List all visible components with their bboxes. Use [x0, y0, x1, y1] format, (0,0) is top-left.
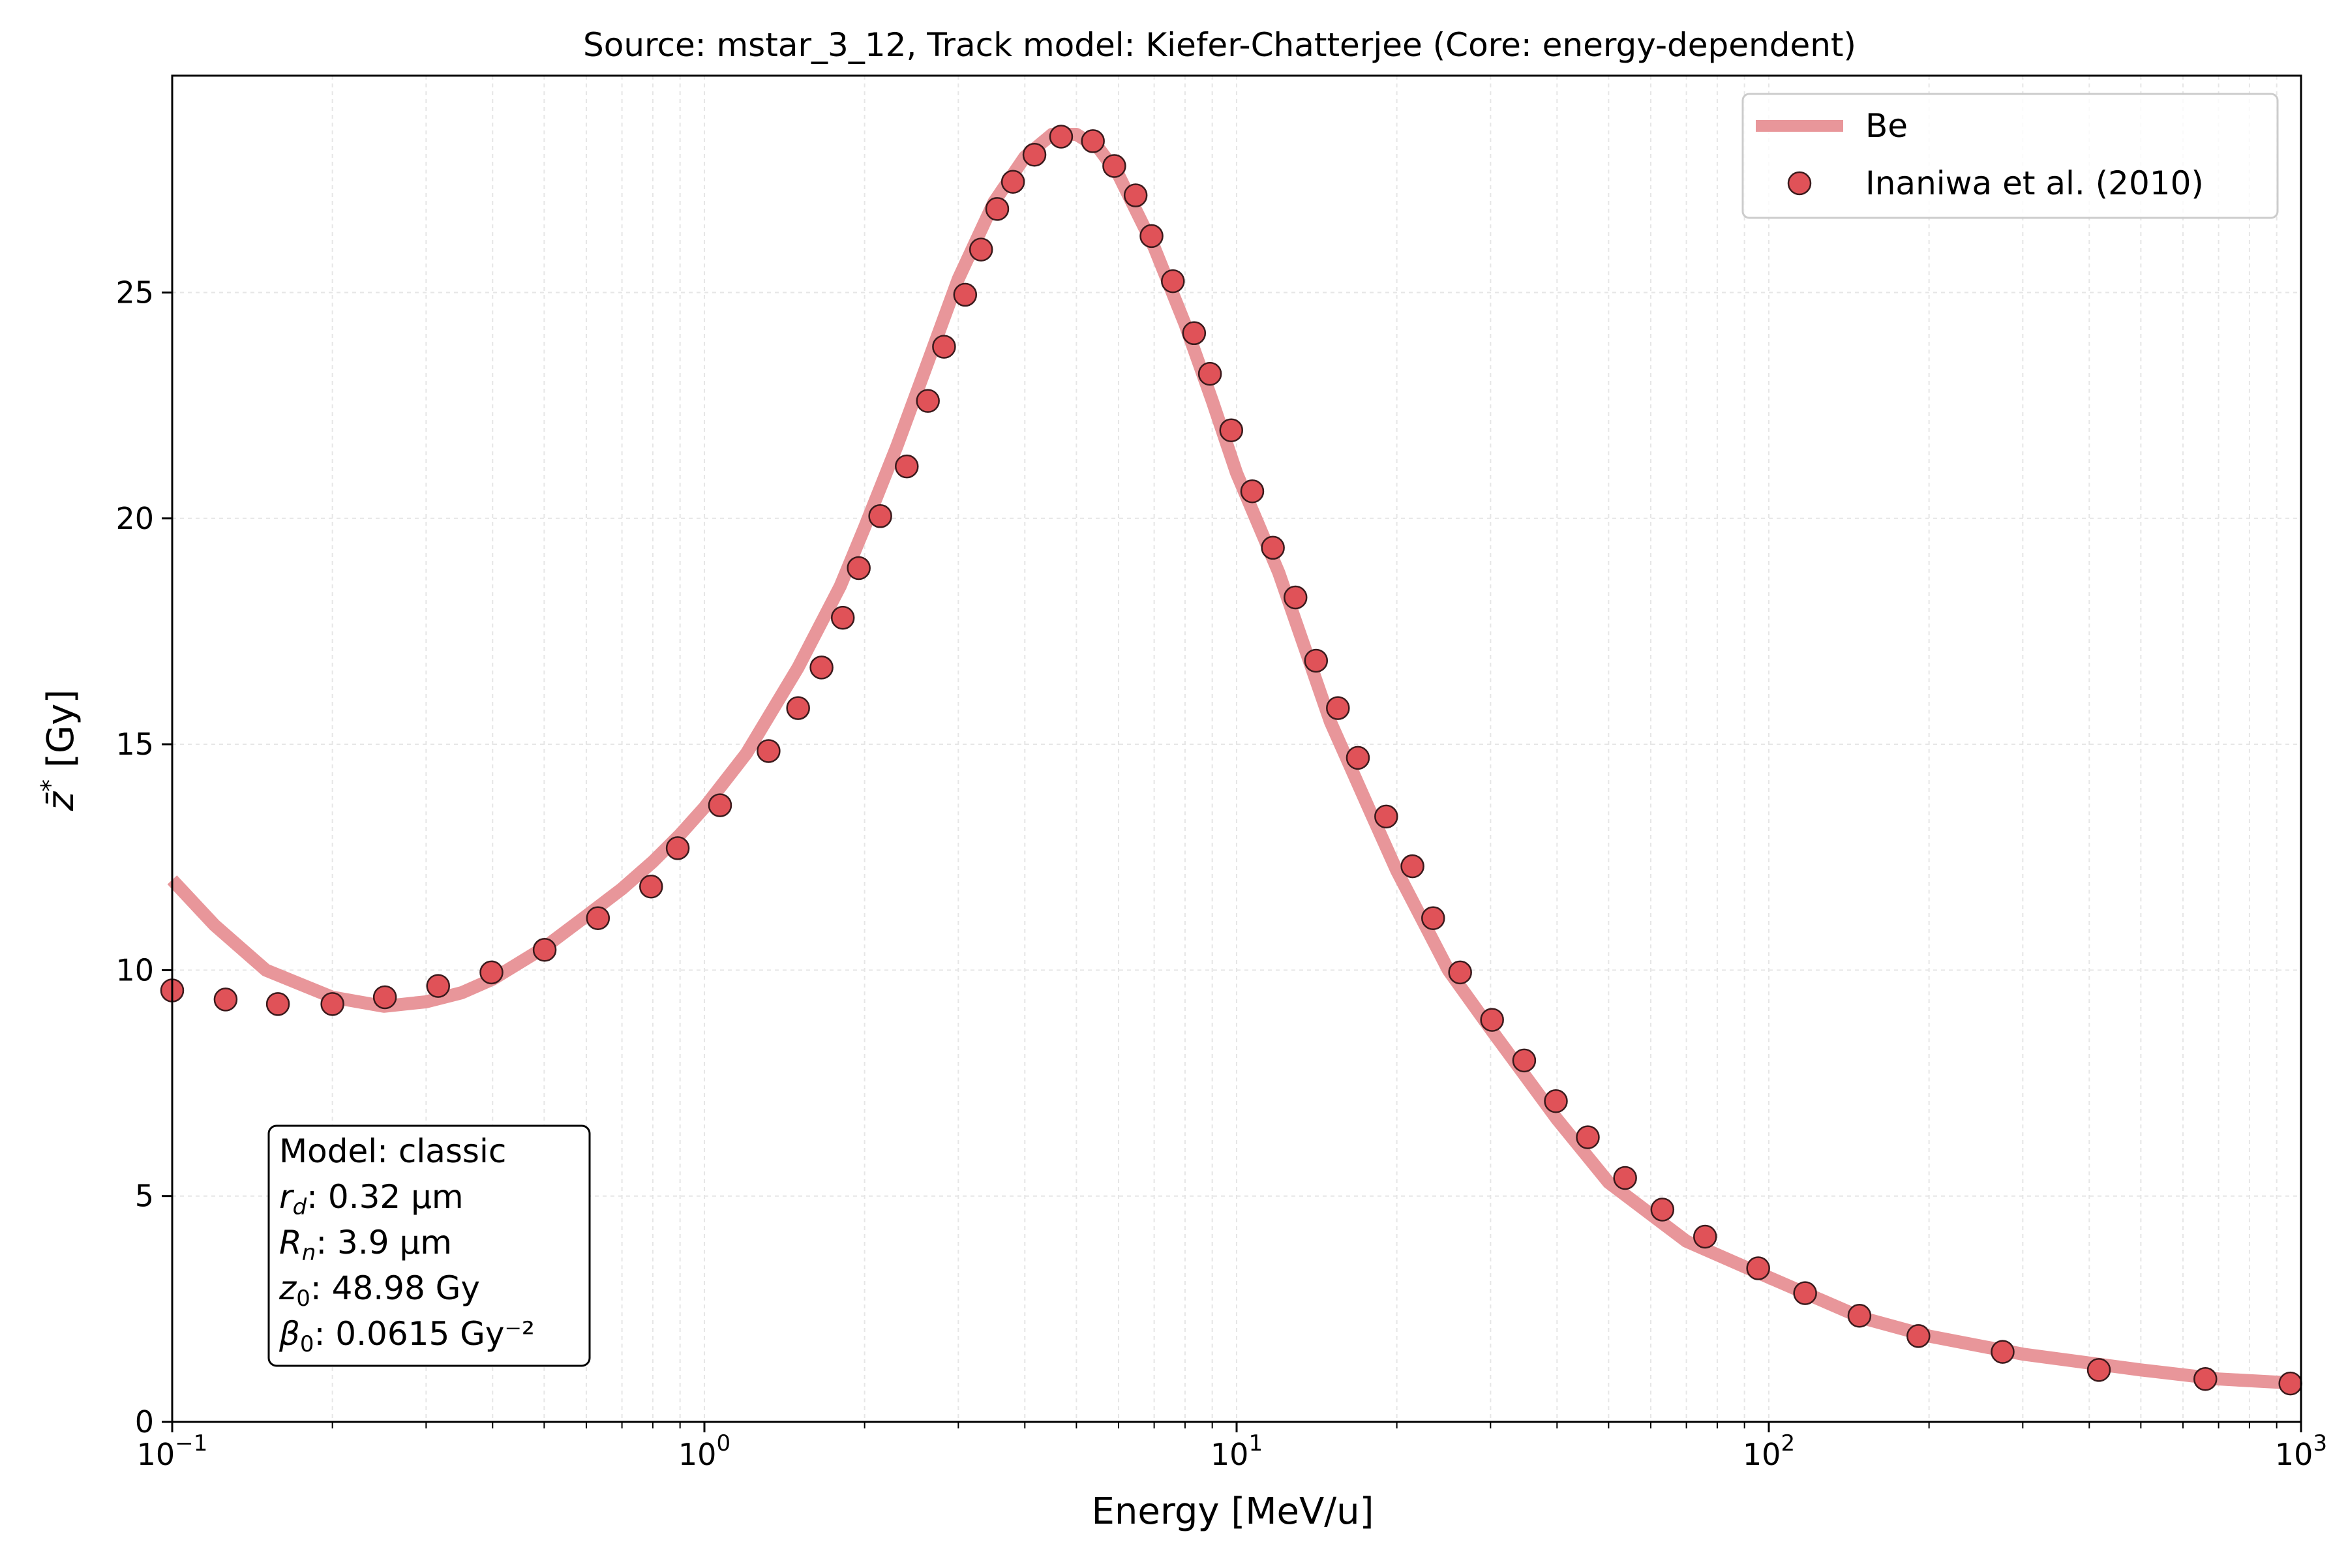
- data-point-inaniwa: [532, 937, 557, 962]
- data-point-inaniwa: [372, 985, 397, 1010]
- data-point-inaniwa: [757, 739, 781, 763]
- data-point-inaniwa: [916, 389, 940, 413]
- model-info-box: Model: classic rd: 0.32 µm Rn: 3.9 µm z0…: [267, 1124, 591, 1367]
- data-point-inaniwa: [1261, 535, 1285, 560]
- data-point-inaniwa: [1746, 1256, 1770, 1280]
- data-point-inaniwa: [2193, 1366, 2218, 1391]
- chart-title: Source: mstar_3_12, Track model: Kiefer-…: [583, 26, 1856, 64]
- y-tick-label: 5: [135, 1179, 154, 1214]
- data-point-inaniwa: [1326, 696, 1350, 720]
- data-point-inaniwa: [1374, 804, 1398, 829]
- x-tick-label: 102: [1743, 1430, 1795, 1472]
- data-point-inaniwa: [320, 992, 344, 1016]
- data-point-inaniwa: [265, 992, 290, 1016]
- data-point-inaniwa: [932, 335, 956, 359]
- data-point-inaniwa: [1576, 1125, 1600, 1149]
- data-point-inaniwa: [1049, 125, 1074, 149]
- y-axis-label: z̄* [Gy]: [36, 689, 82, 811]
- data-point-inaniwa: [1346, 746, 1370, 770]
- info-z0: z0: 48.98 Gy: [278, 1269, 480, 1312]
- y-tick-label: 15: [115, 727, 154, 762]
- data-point-inaniwa: [1001, 170, 1025, 194]
- data-point-inaniwa: [953, 282, 978, 307]
- data-point-inaniwa: [639, 874, 663, 899]
- data-point-inaniwa: [809, 656, 834, 680]
- data-point-inaniwa: [1512, 1048, 1537, 1073]
- info-beta0: β0: 0.0615 Gy⁻²: [278, 1315, 535, 1357]
- data-point-inaniwa: [479, 960, 504, 985]
- data-point-inaniwa: [1400, 854, 1424, 879]
- data-point-inaniwa: [1283, 585, 1308, 610]
- data-point-inaniwa: [1161, 269, 1185, 294]
- data-point-inaniwa: [1544, 1089, 1568, 1113]
- y-axis-label-symbol: z̄: [40, 791, 82, 811]
- data-point-inaniwa: [1480, 1008, 1504, 1032]
- data-point-inaniwa: [1650, 1198, 1675, 1222]
- y-tick-label: 25: [115, 275, 154, 310]
- info-model: Model: classic: [279, 1132, 506, 1170]
- data-point-inaniwa: [1793, 1281, 1817, 1305]
- data-point-inaniwa: [1219, 418, 1244, 442]
- data-point-inaniwa: [1123, 183, 1148, 207]
- data-point-inaniwa: [426, 974, 450, 998]
- x-tick-label: 103: [2275, 1430, 2327, 1472]
- data-point-inaniwa: [708, 793, 732, 817]
- data-point-inaniwa: [786, 696, 810, 720]
- data-point-inaniwa: [1240, 479, 1265, 504]
- legend-label-marker: Inaniwa et al. (2010): [1865, 164, 2204, 202]
- data-point-inaniwa: [985, 197, 1010, 221]
- data-point-inaniwa: [830, 605, 855, 630]
- data-point-inaniwa: [1197, 361, 1222, 386]
- data-point-inaniwa: [1304, 648, 1329, 673]
- data-point-inaniwa: [895, 454, 919, 479]
- x-axis-ticks: 10−1 100 101 102 103: [137, 1422, 2327, 1472]
- data-point-inaniwa: [1421, 906, 1445, 930]
- info-rd: rd: 0.32 µm: [279, 1178, 464, 1220]
- data-point-inaniwa: [969, 237, 993, 262]
- data-point-inaniwa: [586, 906, 610, 930]
- data-point-inaniwa: [1182, 321, 1207, 346]
- info-rn: Rn: 3.9 µm: [279, 1224, 452, 1266]
- series-marker-layer: [160, 125, 2302, 1396]
- data-point-inaniwa: [1081, 129, 1105, 153]
- data-point-inaniwa: [665, 836, 690, 860]
- data-point-inaniwa: [1139, 224, 1164, 249]
- y-tick-label: 20: [115, 501, 154, 536]
- data-point-inaniwa: [1693, 1224, 1717, 1249]
- x-tick-label: 101: [1211, 1430, 1263, 1472]
- data-point-inaniwa: [1022, 142, 1047, 167]
- y-tick-label: 0: [135, 1404, 154, 1440]
- legend-marker-swatch: [1787, 171, 1812, 196]
- data-point-inaniwa: [1102, 154, 1126, 178]
- y-axis-label-superscript: *: [36, 779, 65, 792]
- data-point-inaniwa: [1613, 1166, 1637, 1190]
- data-point-inaniwa: [2278, 1371, 2302, 1396]
- x-tick-label: 10−1: [137, 1430, 208, 1472]
- legend-frame: [1741, 93, 2279, 219]
- data-point-inaniwa: [1847, 1303, 1872, 1328]
- legend-label-line: Be: [1865, 107, 1908, 145]
- y-axis-label-unit: [Gy]: [40, 689, 82, 779]
- info-box-frame: [267, 1124, 591, 1367]
- legend: Be Inaniwa et al. (2010): [1741, 93, 2279, 219]
- y-axis-ticks: 0 5 10 15 20 25: [115, 275, 172, 1440]
- data-point-inaniwa: [1906, 1324, 1931, 1348]
- data-point-inaniwa: [2086, 1358, 2111, 1382]
- y-tick-label: 10: [115, 952, 154, 988]
- data-point-inaniwa: [1448, 960, 1472, 985]
- data-point-inaniwa: [847, 556, 871, 580]
- data-point-inaniwa: [1991, 1340, 2015, 1364]
- data-point-inaniwa: [213, 988, 238, 1012]
- data-point-inaniwa: [868, 504, 892, 528]
- x-tick-label: 100: [678, 1430, 730, 1472]
- x-axis-label: Energy [MeV/u]: [1092, 1490, 1374, 1533]
